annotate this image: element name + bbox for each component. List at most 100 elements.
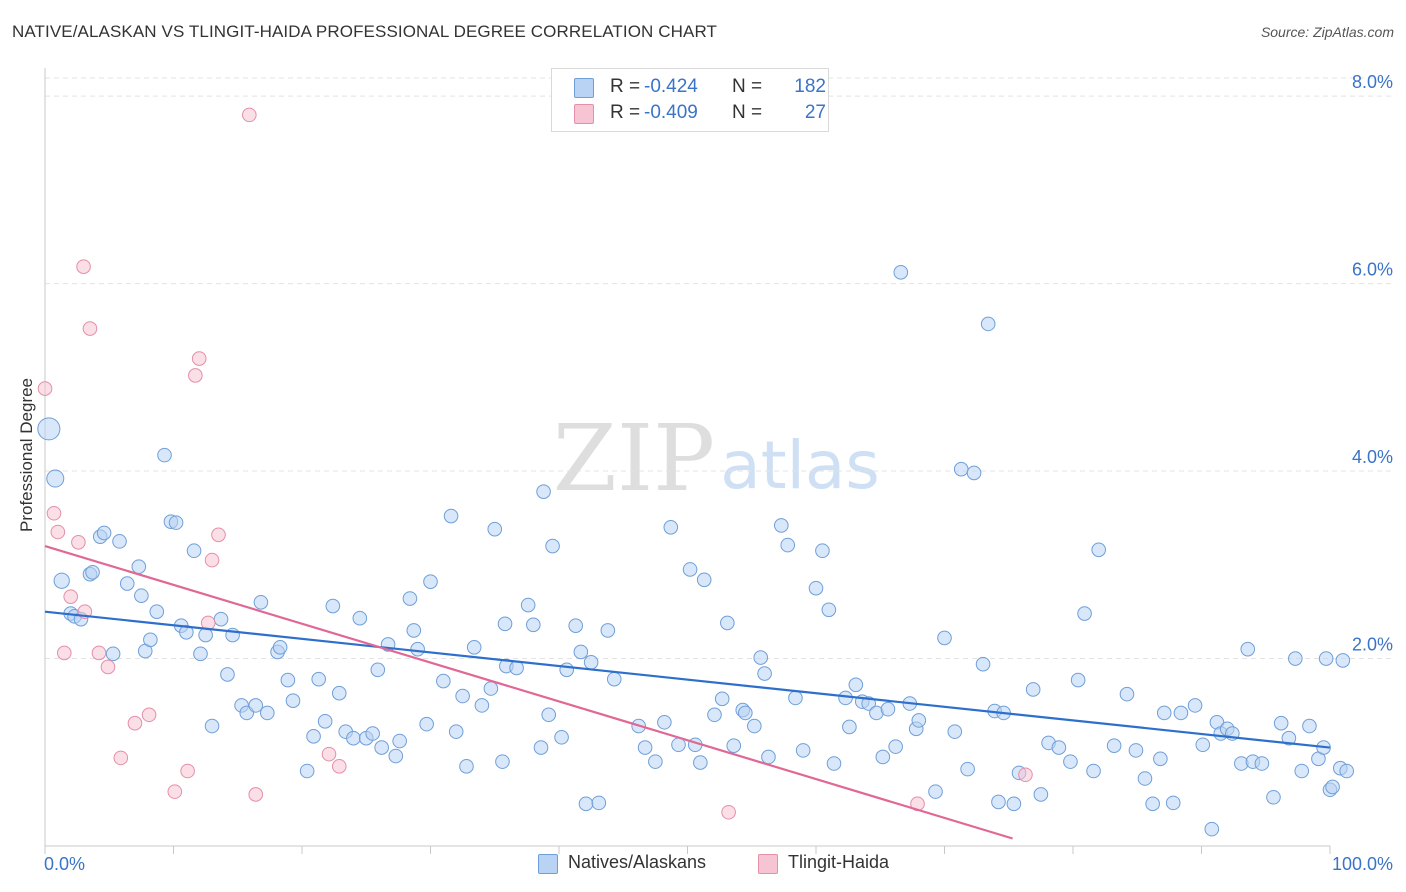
data-point	[188, 368, 203, 383]
data-point	[37, 417, 61, 441]
data-point	[193, 646, 208, 662]
data-point	[352, 610, 368, 626]
chart-source: Source: ZipAtlas.com	[1260, 24, 1394, 40]
data-point	[1266, 789, 1281, 805]
data-point	[46, 469, 65, 488]
data-point	[91, 645, 107, 661]
data-point	[774, 518, 789, 533]
bottom-legend-label: Tlingit-Haida	[788, 852, 890, 872]
data-point	[1091, 542, 1106, 558]
data-point	[317, 714, 333, 729]
gridlines	[45, 77, 1393, 660]
data-point	[747, 718, 762, 734]
data-point	[448, 724, 464, 739]
data-point	[578, 796, 594, 812]
data-point	[1273, 715, 1289, 731]
data-point	[466, 639, 482, 655]
data-point	[1294, 763, 1310, 779]
x-axis-ticks	[44, 846, 1331, 854]
data-point	[583, 654, 599, 670]
data-point	[657, 714, 672, 730]
data-point	[63, 589, 78, 604]
data-point	[1165, 795, 1181, 811]
data-point	[1137, 771, 1153, 786]
data-point	[1106, 738, 1122, 754]
trend-line-natives	[44, 610, 1331, 749]
data-point	[459, 759, 474, 774]
data-point	[331, 685, 347, 701]
data-point	[591, 795, 607, 811]
data-point	[980, 316, 996, 332]
legend-r-value: -0.424	[644, 76, 698, 97]
data-point	[455, 688, 470, 704]
data-point	[559, 662, 575, 678]
data-point	[821, 602, 837, 618]
data-point	[71, 534, 86, 550]
data-point	[168, 515, 184, 530]
data-point	[568, 618, 584, 634]
data-point	[554, 729, 569, 745]
data-point	[753, 650, 769, 665]
data-point	[299, 763, 315, 779]
data-point	[1128, 743, 1144, 758]
data-point	[131, 559, 147, 574]
y-tick-label: 2.0%	[1352, 635, 1393, 655]
data-point	[419, 716, 434, 732]
data-point	[311, 671, 327, 687]
data-point	[726, 738, 742, 754]
data-point	[204, 552, 220, 568]
legend-n-label: N =	[732, 76, 763, 97]
y-tick-label: 4.0%	[1352, 447, 1393, 467]
data-point	[693, 755, 708, 770]
data-point	[937, 630, 952, 646]
data-point	[280, 672, 296, 688]
data-point	[1325, 779, 1340, 795]
data-point	[545, 538, 560, 554]
data-point	[180, 763, 195, 779]
x-tick-label-max: 100.0%	[1332, 854, 1393, 874]
data-point	[167, 784, 183, 799]
data-point	[96, 525, 112, 541]
data-point	[50, 524, 66, 540]
data-point	[795, 743, 811, 758]
data-point	[487, 521, 503, 537]
data-point	[253, 594, 269, 610]
data-point	[346, 730, 361, 746]
correlation-legend: R = -0.424 N = 182 R = -0.409 N = 27	[551, 68, 829, 132]
data-point	[497, 616, 513, 632]
data-point	[738, 705, 753, 721]
data-point	[1119, 686, 1135, 702]
trend-lines	[44, 544, 1331, 840]
data-point	[321, 746, 337, 762]
data-point	[573, 644, 589, 660]
data-point	[1070, 672, 1086, 688]
data-point	[388, 748, 404, 764]
data-point	[213, 611, 229, 627]
legend-r-value: -0.409	[644, 102, 698, 123]
data-point	[325, 598, 341, 614]
legend-swatch-pink	[574, 104, 594, 124]
data-point	[928, 784, 943, 799]
data-point	[402, 591, 418, 606]
chart-title: NATIVE/ALASKAN VS TLINGIT-HAIDA PROFESSI…	[12, 22, 718, 41]
data-point	[495, 754, 510, 769]
data-point	[1288, 651, 1303, 666]
data-point	[474, 698, 490, 713]
data-point	[541, 707, 557, 723]
data-point	[1145, 796, 1160, 812]
bottom-legend-swatch-pink	[758, 854, 778, 874]
data-point	[149, 604, 165, 619]
data-point	[1018, 767, 1033, 783]
data-point	[606, 671, 622, 687]
data-point	[714, 691, 730, 707]
data-point	[533, 740, 549, 755]
data-point	[1156, 705, 1172, 721]
data-point	[1335, 653, 1351, 668]
data-point	[112, 534, 127, 549]
data-point	[1195, 737, 1211, 753]
data-point	[975, 656, 991, 672]
data-point	[1077, 606, 1092, 621]
data-point	[707, 707, 722, 723]
data-point	[720, 615, 735, 631]
